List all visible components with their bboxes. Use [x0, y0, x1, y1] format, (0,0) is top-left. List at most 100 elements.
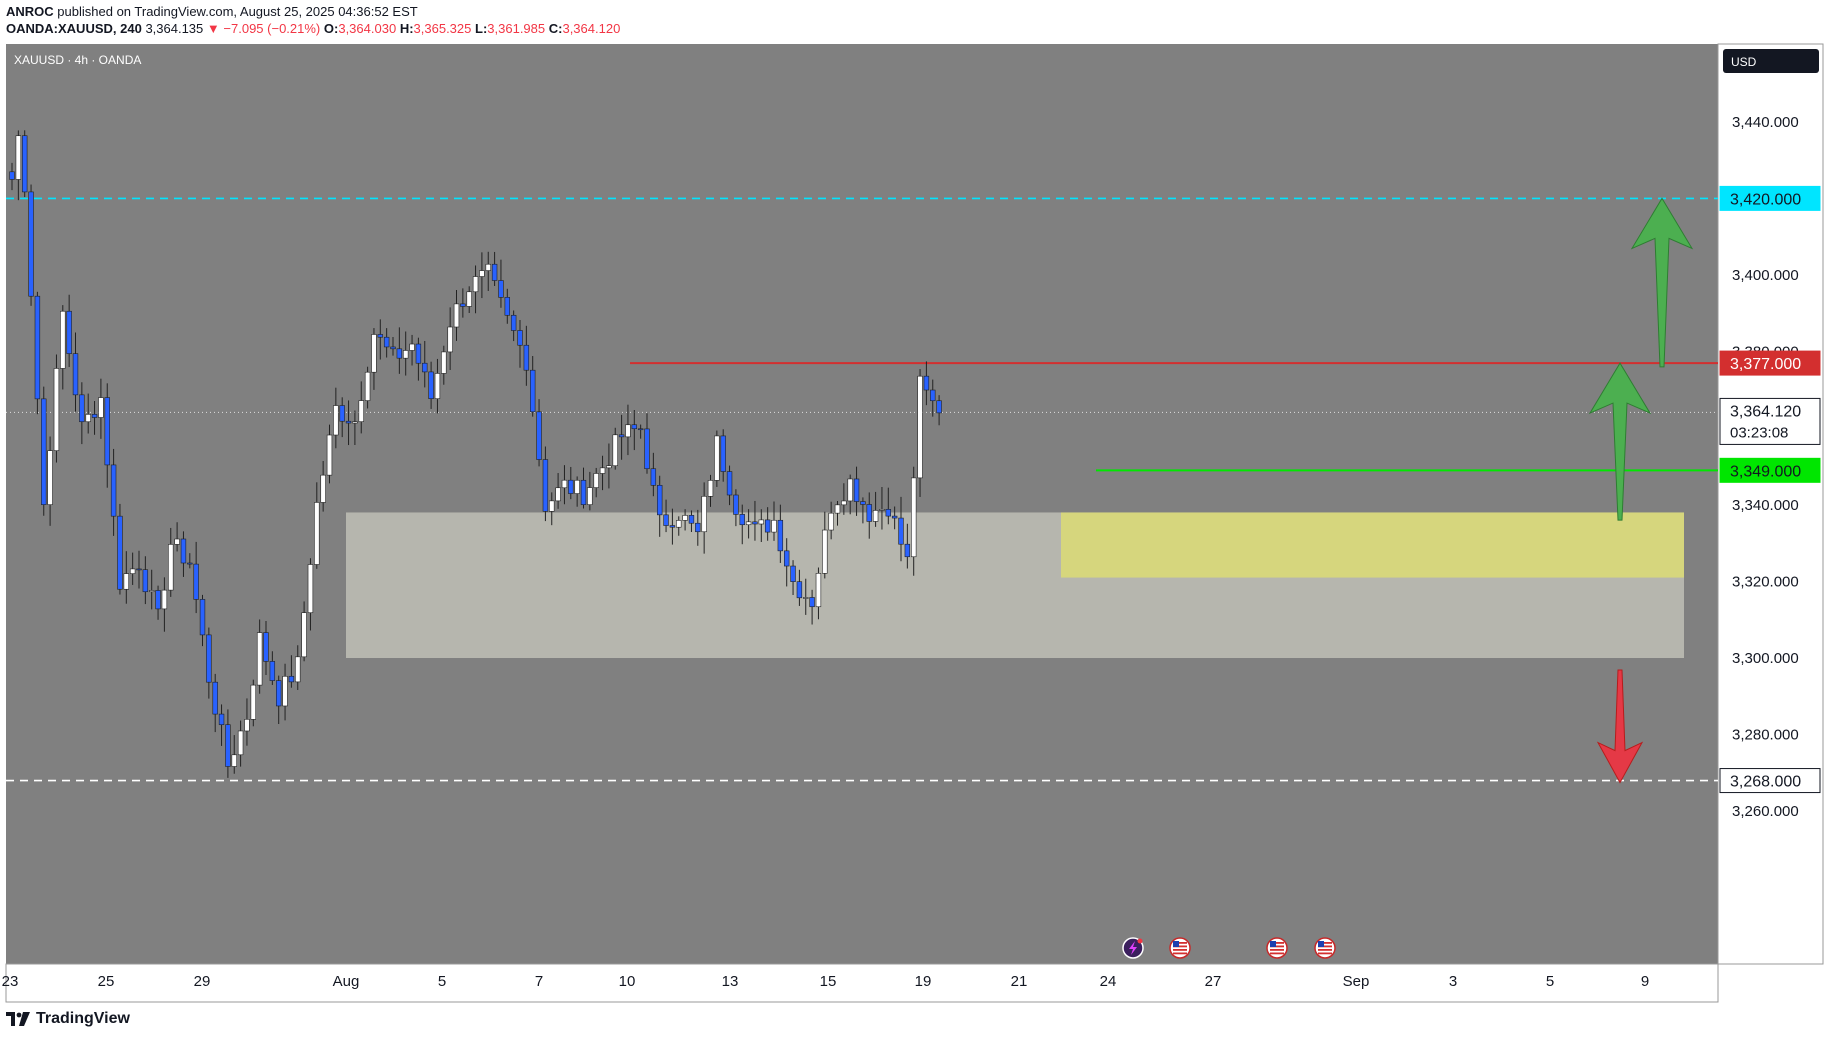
candle[interactable] — [307, 558, 314, 631]
candle[interactable] — [733, 489, 739, 527]
candle[interactable] — [123, 551, 130, 604]
candle[interactable] — [549, 492, 555, 526]
candle[interactable] — [701, 482, 707, 554]
candle[interactable] — [91, 401, 98, 435]
candle[interactable] — [345, 400, 352, 446]
candle[interactable] — [193, 541, 199, 614]
candle[interactable] — [803, 578, 809, 615]
publisher-name[interactable]: ANROC — [6, 4, 54, 19]
candle[interactable] — [110, 448, 117, 536]
candle[interactable] — [333, 387, 339, 449]
candle[interactable] — [606, 443, 612, 489]
candle[interactable] — [326, 424, 333, 484]
candle[interactable] — [866, 492, 872, 539]
candle[interactable] — [923, 361, 930, 406]
candle[interactable] — [853, 466, 860, 516]
candle[interactable] — [34, 291, 41, 415]
candle[interactable] — [460, 288, 466, 318]
candle[interactable] — [231, 735, 237, 774]
tradingview-logo[interactable]: TradingView — [6, 1010, 130, 1028]
downside-arrow[interactable] — [1596, 669, 1644, 784]
candle[interactable] — [688, 510, 695, 532]
candle[interactable] — [809, 589, 815, 625]
candle[interactable] — [631, 410, 638, 451]
candle[interactable] — [441, 345, 447, 385]
candle[interactable] — [339, 397, 345, 438]
candle[interactable] — [669, 508, 676, 545]
candle[interactable] — [917, 369, 923, 497]
candle[interactable] — [593, 467, 599, 498]
candle[interactable] — [275, 675, 282, 724]
candle[interactable] — [320, 461, 326, 512]
candle[interactable] — [149, 569, 155, 610]
resistance-up-arrow[interactable] — [1588, 362, 1652, 521]
candle[interactable] — [9, 162, 15, 191]
candle[interactable] — [28, 184, 34, 306]
candle[interactable] — [66, 294, 72, 368]
candle[interactable] — [510, 310, 517, 342]
candle[interactable] — [714, 430, 720, 487]
candle[interactable] — [796, 569, 803, 606]
candle[interactable] — [174, 522, 180, 552]
candle[interactable] — [371, 328, 377, 390]
candle[interactable] — [790, 560, 796, 596]
candle[interactable] — [466, 286, 472, 313]
event-icon[interactable] — [1122, 937, 1144, 959]
candle[interactable] — [676, 516, 682, 536]
candle[interactable] — [295, 645, 301, 690]
candle[interactable] — [237, 720, 244, 767]
candle[interactable] — [98, 378, 104, 439]
candle[interactable] — [72, 332, 79, 412]
candle[interactable] — [244, 698, 250, 746]
candle[interactable] — [783, 538, 790, 587]
candle[interactable] — [434, 358, 441, 414]
candle[interactable] — [491, 251, 498, 286]
candle[interactable] — [21, 130, 28, 198]
candle[interactable] — [847, 474, 853, 515]
candle[interactable] — [599, 455, 606, 491]
candle[interactable] — [415, 337, 422, 381]
candle[interactable] — [752, 500, 758, 541]
candle[interactable] — [758, 509, 765, 543]
candle[interactable] — [15, 130, 22, 201]
candle[interactable] — [79, 382, 85, 445]
candle[interactable] — [523, 325, 530, 386]
candle[interactable] — [726, 465, 733, 506]
candle[interactable] — [479, 252, 485, 299]
candle[interactable] — [879, 486, 885, 530]
candle[interactable] — [402, 331, 409, 376]
candle[interactable] — [155, 585, 161, 620]
candle[interactable] — [764, 507, 771, 541]
currency-button[interactable] — [1723, 49, 1819, 73]
candle[interactable] — [409, 334, 415, 366]
candle[interactable] — [212, 673, 218, 733]
candle[interactable] — [656, 475, 663, 537]
candle[interactable] — [377, 319, 383, 360]
us-flag-icon[interactable] — [1266, 937, 1288, 959]
candle[interactable] — [60, 305, 66, 390]
candle[interactable] — [453, 289, 460, 341]
candle[interactable] — [85, 393, 91, 434]
candle[interactable] — [485, 251, 491, 291]
candle[interactable] — [580, 467, 587, 509]
candle[interactable] — [872, 491, 879, 527]
candle[interactable] — [860, 497, 866, 524]
candle[interactable] — [288, 655, 295, 688]
us-flag-icon[interactable] — [1314, 937, 1336, 959]
candle[interactable] — [161, 577, 168, 632]
target-up-arrow[interactable] — [1630, 197, 1694, 368]
candle[interactable] — [180, 531, 187, 577]
candle[interactable] — [815, 567, 822, 620]
candle[interactable] — [561, 465, 568, 505]
candle[interactable] — [828, 501, 834, 540]
candle[interactable] — [536, 399, 542, 467]
candle[interactable] — [568, 466, 574, 500]
candle[interactable] — [129, 552, 136, 585]
candle[interactable] — [707, 474, 714, 507]
candle[interactable] — [199, 594, 206, 647]
candle[interactable] — [739, 504, 745, 545]
candle[interactable] — [282, 663, 288, 721]
candle[interactable] — [422, 340, 428, 388]
candle[interactable] — [637, 424, 644, 439]
